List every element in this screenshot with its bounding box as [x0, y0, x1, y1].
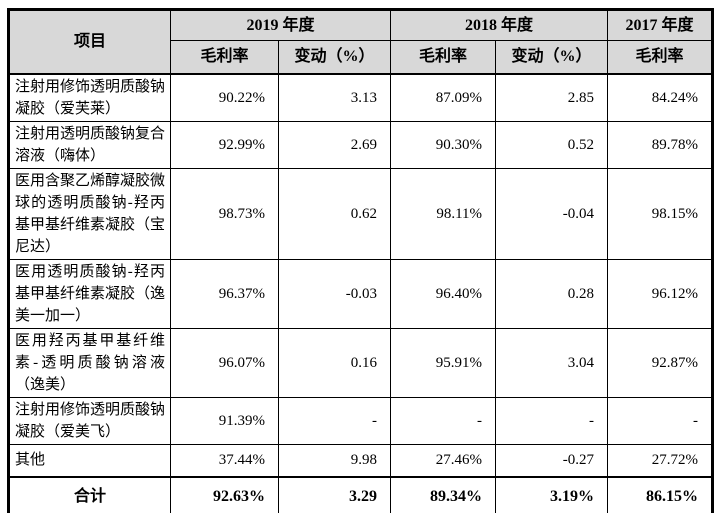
header-year-2017: 2017 年度 — [607, 9, 714, 41]
margin-2019-cell: 96.07% — [170, 327, 279, 398]
table-row: 注射用透明质酸钠复合溶液（嗨体） 92.99% 2.69 90.30% 0.52… — [8, 120, 714, 169]
change-2019-cell: 0.16 — [277, 327, 392, 398]
header-margin-2018: 毛利率 — [390, 40, 497, 74]
margin-2019-cell: 92.99% — [170, 120, 279, 169]
margin-2018-total-cell: 89.34% — [390, 476, 497, 513]
table-row: 医用含聚乙烯醇凝胶微球的透明质酸钠-羟丙基甲基纤维素凝胶（宝尼达） 98.73%… — [8, 167, 714, 260]
change-2019-cell: 2.69 — [277, 120, 392, 169]
table-row: 注射用修饰透明质酸钠凝胶（爱芙莱） 90.22% 3.13 87.09% 2.8… — [8, 73, 714, 122]
margin-2018-cell: 98.11% — [390, 167, 497, 260]
margin-2018-cell: - — [390, 396, 497, 445]
header-margin-2017: 毛利率 — [607, 40, 714, 74]
margin-2017-cell: 92.87% — [607, 327, 714, 398]
product-name: 注射用修饰透明质酸钠凝胶（爱芙莱） — [8, 73, 171, 122]
product-name: 医用透明质酸钠-羟丙基甲基纤维素凝胶（逸美一加一） — [8, 258, 171, 329]
margin-2017-cell: 27.72% — [607, 443, 714, 478]
table-header: 项目 2019 年度 2018 年度 2017 年度 毛利率 变动（%） 毛利率… — [8, 9, 714, 74]
header-change-2018: 变动（%） — [495, 40, 609, 74]
margin-2017-total-cell: 86.15% — [607, 476, 714, 513]
total-label: 合计 — [8, 476, 171, 513]
change-2018-cell: 3.04 — [495, 327, 609, 398]
header-year-row: 项目 2019 年度 2018 年度 2017 年度 — [8, 9, 714, 74]
header-margin-2019: 毛利率 — [170, 40, 279, 74]
product-name: 注射用透明质酸钠复合溶液（嗨体） — [8, 120, 171, 169]
change-2018-cell: -0.04 — [495, 167, 609, 260]
margin-2018-cell: 95.91% — [390, 327, 497, 398]
margin-2019-cell: 91.39% — [170, 396, 279, 445]
header-item-label: 项目 — [8, 9, 171, 74]
change-2019-cell: - — [277, 396, 392, 445]
margin-2019-cell: 96.37% — [170, 258, 279, 329]
margin-2019-cell: 37.44% — [170, 443, 279, 478]
change-2018-total-cell: 3.19% — [495, 476, 609, 513]
margin-2017-cell: 96.12% — [607, 258, 714, 329]
margin-2017-cell: 98.15% — [607, 167, 714, 260]
margin-2018-cell: 87.09% — [390, 73, 497, 122]
change-2018-cell: 2.85 — [495, 73, 609, 122]
header-change-2019: 变动（%） — [277, 40, 392, 74]
product-name: 医用含聚乙烯醇凝胶微球的透明质酸钠-羟丙基甲基纤维素凝胶（宝尼达） — [8, 167, 171, 260]
change-2019-total-cell: 3.29 — [277, 476, 392, 513]
product-name: 其他 — [8, 443, 171, 478]
product-name: 医用羟丙基甲基纤维素-透明质酸钠溶液（逸美） — [8, 327, 171, 398]
table-row: 医用透明质酸钠-羟丙基甲基纤维素凝胶（逸美一加一） 96.37% -0.03 9… — [8, 258, 714, 329]
product-name: 注射用修饰透明质酸钠凝胶（爱美飞） — [8, 396, 171, 445]
margin-2017-cell: - — [607, 396, 714, 445]
margin-2019-cell: 90.22% — [170, 73, 279, 122]
change-2019-cell: -0.03 — [277, 258, 392, 329]
header-year-2019: 2019 年度 — [169, 9, 392, 41]
gross-margin-table: 项目 2019 年度 2018 年度 2017 年度 毛利率 变动（%） 毛利率… — [7, 8, 715, 513]
change-2018-cell: 0.28 — [495, 258, 609, 329]
margin-2018-cell: 96.40% — [390, 258, 497, 329]
table-row: 注射用修饰透明质酸钠凝胶（爱美飞） 91.39% - - - - — [8, 396, 714, 445]
margin-2017-cell: 84.24% — [607, 73, 714, 122]
header-year-2018: 2018 年度 — [390, 9, 609, 41]
margin-2017-cell: 89.78% — [607, 120, 714, 169]
table-row: 医用羟丙基甲基纤维素-透明质酸钠溶液（逸美） 96.07% 0.16 95.91… — [8, 327, 714, 398]
header-subcolumn-row: 毛利率 变动（%） 毛利率 变动（%） 毛利率 — [9, 40, 714, 74]
margin-2018-cell: 27.46% — [390, 443, 497, 478]
change-2018-cell: - — [495, 396, 609, 445]
change-2019-cell: 9.98 — [277, 443, 392, 478]
table-body: 注射用修饰透明质酸钠凝胶（爱芙莱） 90.22% 3.13 87.09% 2.8… — [8, 73, 714, 513]
change-2018-cell: 0.52 — [495, 120, 609, 169]
change-2018-cell: -0.27 — [495, 443, 609, 478]
change-2019-cell: 0.62 — [277, 167, 392, 260]
total-row: 合计 92.63% 3.29 89.34% 3.19% 86.15% — [8, 476, 714, 513]
margin-2019-cell: 98.73% — [170, 167, 279, 260]
margin-2018-cell: 90.30% — [390, 120, 497, 169]
margin-2019-total-cell: 92.63% — [170, 476, 279, 513]
table-row: 其他 37.44% 9.98 27.46% -0.27 27.72% — [8, 443, 714, 478]
change-2019-cell: 3.13 — [277, 73, 392, 122]
